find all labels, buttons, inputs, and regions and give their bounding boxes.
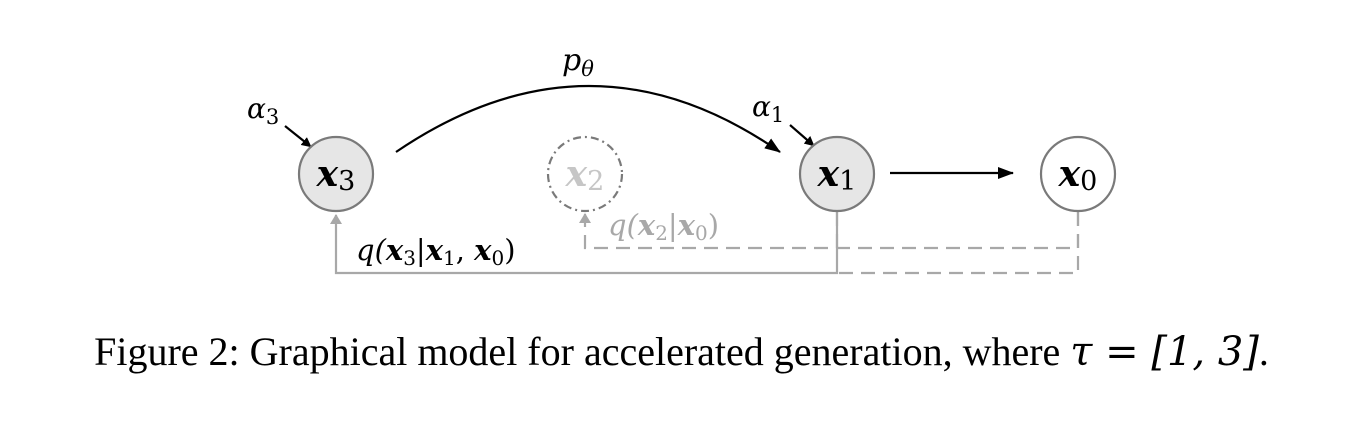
node-x3: x3 <box>297 135 375 213</box>
q-x3-label: q(x3|x1, x0) <box>356 233 516 270</box>
alpha1-label: α1 <box>752 90 784 127</box>
node-x0-base: x <box>1058 153 1081 195</box>
svg-text:x2: x2 <box>565 153 605 197</box>
caption-end: . <box>1258 329 1269 374</box>
x0-to-x3-dashed <box>837 212 1080 275</box>
svg-text:x0: x0 <box>1058 153 1098 197</box>
node-x0: x0 <box>1039 135 1117 213</box>
node-x1-sub: 1 <box>839 166 856 197</box>
caption-math: τ = [1, 3] <box>1070 329 1259 375</box>
svg-text:x3: x3 <box>316 153 356 197</box>
svg-text:x1: x1 <box>817 153 857 197</box>
caption-text: Figure 2: Graphical model for accelerate… <box>94 329 1071 374</box>
node-x3-sub: 3 <box>338 166 355 197</box>
p-theta-edge <box>395 85 781 153</box>
node-x1: x1 <box>798 135 876 213</box>
p-theta-label: pθ <box>562 43 594 81</box>
alpha3-arrow <box>284 125 312 148</box>
figure-caption: Figure 2: Graphical model for accelerate… <box>0 328 1363 375</box>
alpha1-arrow <box>789 124 815 147</box>
node-x2-base: x <box>565 153 588 195</box>
node-x2-sub: 2 <box>587 166 604 197</box>
node-x0-sub: 0 <box>1080 166 1097 197</box>
node-x1-base: x <box>817 153 840 195</box>
node-x3-base: x <box>316 153 339 195</box>
alpha3-label: α3 <box>247 92 279 129</box>
q-x2-label: q(x2|x0) <box>608 208 719 245</box>
node-x2: x2 <box>546 135 624 213</box>
